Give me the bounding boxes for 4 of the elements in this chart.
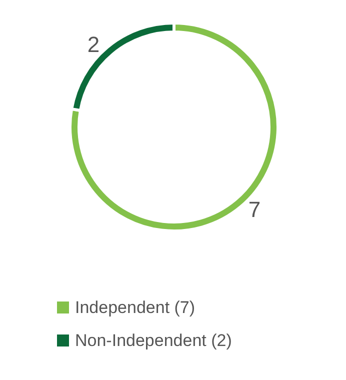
data-label: 7 <box>248 197 261 222</box>
legend-label: Non-Independent (2) <box>75 331 232 350</box>
legend-label: Independent (7) <box>75 298 196 317</box>
data-label: 2 <box>87 32 100 57</box>
